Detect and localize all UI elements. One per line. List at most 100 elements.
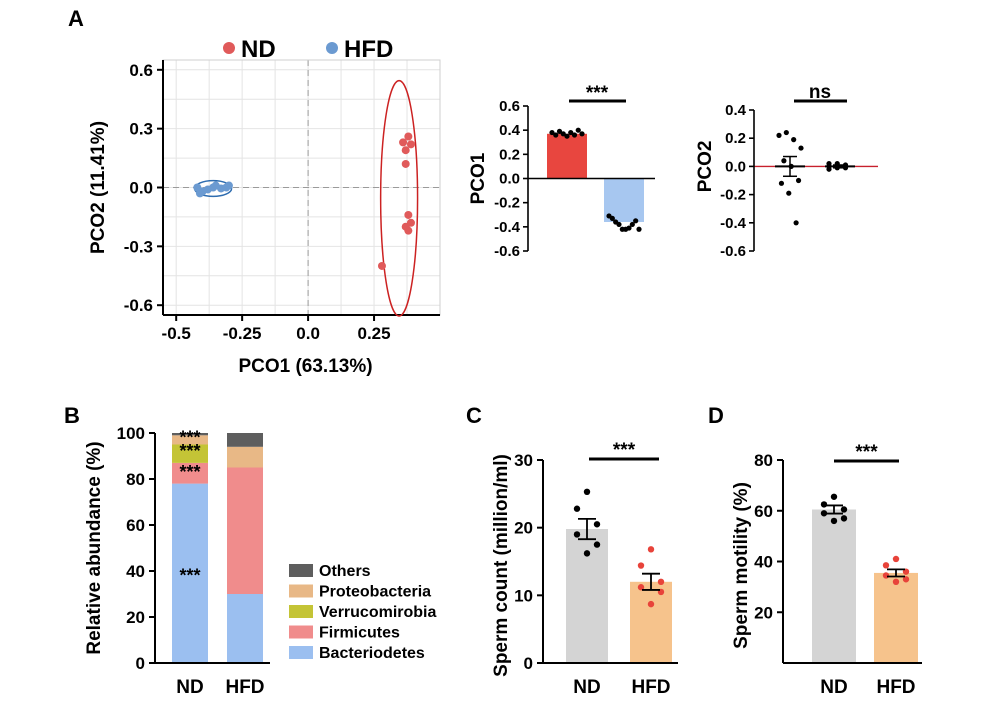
confidence-ellipse-nd (379, 79, 419, 317)
y-tick-label: 40 (754, 553, 773, 572)
legend-label-others: Others (319, 563, 371, 580)
pco1-bar-chart: 0.6 0.4 0.2 0.0 -0.2 -0.4 -0.6 PCO1 *** (468, 83, 655, 260)
significance-label: *** (586, 83, 609, 104)
scatter-point-hfd (224, 181, 233, 190)
data-point (776, 132, 782, 138)
legend-marker-nd (223, 42, 235, 54)
legend-label-nd: ND (241, 36, 276, 63)
x-tick-label-hfd: HFD (225, 677, 264, 698)
y-tick-label: 40 (126, 562, 145, 581)
data-point (647, 546, 655, 553)
stack-segment-proteobacteria-nd (172, 435, 208, 445)
data-point (637, 562, 645, 569)
bar-hfd (874, 572, 918, 663)
x-axis-label: PCO1 (63.13%) (238, 356, 372, 377)
data-point (826, 166, 832, 172)
data-point (778, 180, 785, 186)
y-tick-label: 0.2 (499, 146, 520, 163)
data-point (786, 190, 792, 196)
data-point (633, 218, 639, 224)
data-point (583, 488, 591, 496)
data-point (793, 220, 799, 226)
y-tick-label: -0.2 (720, 187, 746, 204)
y-tick-label: -0.4 (720, 215, 747, 232)
stack-segment-others-hfd (227, 433, 263, 447)
legend-label-proteobacteria: Proteobacteria (319, 584, 431, 601)
stack-segment-firmicutes-nd (172, 462, 208, 484)
scatter-point-nd (401, 146, 410, 155)
x-tick-label-nd: ND (573, 677, 600, 698)
panel-letter-b: B (64, 403, 80, 428)
data-point (553, 132, 559, 138)
significance-annotation: *** (179, 565, 200, 585)
data-point (820, 510, 828, 517)
y-axis-label: PCO2 (695, 141, 716, 193)
significance-annotation: *** (179, 428, 200, 448)
y-tick-label: 80 (126, 470, 145, 489)
stack-segment-bacteriodetes-nd (172, 483, 208, 663)
data-point (560, 131, 566, 137)
y-tick-label: -0.2 (494, 195, 520, 212)
stack-segment-verrucomirobia-nd (172, 444, 208, 463)
data-point (626, 225, 632, 231)
bar-nd (812, 509, 856, 663)
y-axis-label: PCO2 (11.41%) (88, 121, 109, 254)
data-point (781, 158, 787, 164)
data-point (564, 133, 570, 139)
data-point (830, 517, 838, 525)
data-point (795, 177, 802, 184)
y-tick-label: 0 (524, 654, 533, 673)
sperm-count-chart: 0 10 20 30 ND HFD Sperm count (million/ml) *** (491, 440, 678, 698)
scatter-point-hfd (195, 189, 204, 198)
y-tick-label: 20 (514, 519, 533, 538)
legend-label-firmicutes: Firmicutes (319, 625, 400, 642)
y-tick-label: 0 (136, 654, 145, 673)
y-axis-label: Sperm count (million/ml) (491, 454, 512, 677)
data-point (902, 576, 910, 583)
data-point (840, 506, 848, 513)
y-tick-label: -0.6 (720, 243, 746, 260)
x-tick-label: -0.5 (162, 324, 191, 343)
data-point (783, 129, 789, 136)
y-axis-label: Sperm motility (%) (731, 482, 752, 649)
x-tick-label-nd: ND (176, 677, 203, 698)
scatter-point-nd (399, 138, 408, 147)
data-point (573, 505, 581, 512)
y-tick-label: 60 (126, 516, 145, 535)
x-tick-label-nd: ND (820, 677, 847, 698)
y-tick-label: 100 (117, 424, 145, 443)
data-point (647, 600, 655, 608)
y-tick-label: 0.0 (129, 179, 153, 198)
legend-marker-hfd (326, 42, 338, 54)
bar-nd (547, 133, 587, 179)
pco2-dot-plot: 0.4 0.2 0.0 -0.2 -0.4 -0.6 PCO2 ns (695, 82, 878, 260)
data-point (637, 584, 645, 591)
y-tick-label: 10 (514, 586, 533, 605)
legend-label-verrucomirobia: Verrucomirobia (319, 604, 436, 621)
data-point (798, 145, 804, 151)
data-point (571, 132, 578, 138)
data-point (568, 129, 574, 136)
significance-label: ns (809, 82, 831, 103)
stack-segment-proteobacteria-hfd (227, 446, 263, 468)
y-tick-label: 0.0 (725, 158, 746, 175)
scatter-point-nd (404, 210, 413, 219)
data-point (882, 562, 890, 569)
data-point (593, 521, 601, 528)
data-point (609, 215, 615, 221)
data-point (579, 131, 585, 137)
data-point (892, 578, 900, 585)
panel-letter-d: D (708, 403, 724, 428)
x-tick-label: -0.25 (223, 324, 262, 343)
data-point (549, 129, 555, 136)
data-point (636, 226, 642, 232)
x-tick-label-hfd: HFD (631, 677, 670, 698)
y-axis-label: Relative abundance (%) (84, 441, 105, 654)
data-point (575, 127, 581, 133)
data-point (882, 572, 890, 579)
legend-label-bacteriodetes: Bacteriodetes (319, 645, 425, 662)
y-tick-label: -0.6 (494, 243, 520, 260)
y-tick-label: 20 (754, 603, 773, 622)
